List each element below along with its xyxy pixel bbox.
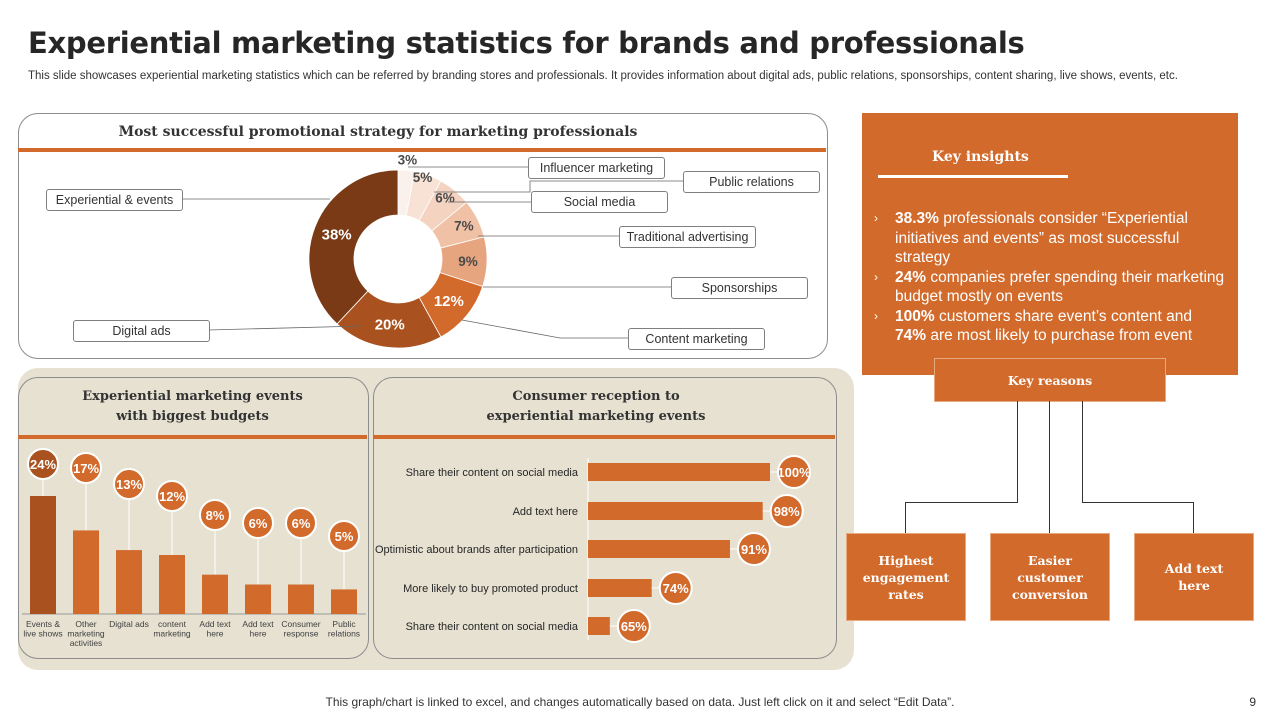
budget-chart-title-line1: Experiential marketing events <box>82 389 303 404</box>
insight-value: 74% <box>895 327 927 344</box>
insight-value: 24% <box>895 268 927 286</box>
reason-box: Highest engagement rates <box>846 533 966 621</box>
donut-callout-label: Traditional advertising <box>619 226 756 248</box>
donut-callout-label: Social media <box>531 191 668 213</box>
donut-callout-label: Sponsorships <box>671 277 808 299</box>
reason-box: Easier customer conversion <box>990 533 1110 621</box>
insight-text: are most likely to purchase from event <box>926 327 1193 344</box>
insight-text: professionals consider “Experiential ini… <box>895 210 1188 266</box>
insight-item: › 100% customers share event’s content a… <box>874 307 1238 346</box>
insight-item: › 24% companies prefer spending their ma… <box>874 268 1238 307</box>
chevron-right-icon: › <box>874 269 878 284</box>
key-insights-rule <box>878 175 1068 178</box>
footer-note: This graph/chart is linked to excel, and… <box>325 695 955 709</box>
key-insights-panel: Key insights › 38.3% professionals consi… <box>862 113 1238 375</box>
connector-line <box>905 502 1018 503</box>
reason-box: Add text here <box>1134 533 1254 621</box>
donut-title-rule <box>18 148 826 152</box>
budget-chart-title-line2: with biggest budgets <box>116 409 269 424</box>
donut-callout-label: Influencer marketing <box>528 157 665 179</box>
page-number: 9 <box>1249 695 1256 709</box>
chevron-right-icon: › <box>874 211 878 225</box>
page-subtitle: This slide showcases experiential market… <box>28 70 1178 82</box>
insight-value: 38.3% <box>895 210 939 227</box>
reason-label: Highest engagement rates <box>862 552 950 602</box>
reason-label: Easier customer conversion <box>1011 552 1089 602</box>
donut-callout-label: Digital ads <box>73 320 210 342</box>
connector-line <box>1082 401 1083 503</box>
reception-chart-title-line2: experiential marketing events <box>486 409 706 424</box>
connector-line <box>905 502 906 533</box>
donut-callout-label: Experiential & events <box>46 189 183 211</box>
insight-text: customers share event’s content and <box>934 307 1192 325</box>
reason-label: Add text here <box>1164 561 1224 593</box>
connector-line <box>1082 502 1194 503</box>
connector-line <box>1049 401 1050 533</box>
donut-callout-label: Public relations <box>683 171 820 193</box>
page-title: Experiential marketing statistics for br… <box>28 26 1025 60</box>
donut-callout-label: Content marketing <box>628 328 765 350</box>
reception-title-rule <box>373 435 835 439</box>
donut-chart-title: Most successful promotional strategy for… <box>118 124 638 140</box>
insight-text: companies prefer spending their marketin… <box>895 268 1225 306</box>
connector-line <box>1193 502 1194 533</box>
insight-item: › 38.3% professionals consider “Experien… <box>874 209 1238 268</box>
budget-title-rule <box>18 435 367 439</box>
key-insights-list: › 38.3% professionals consider “Experien… <box>874 209 1238 346</box>
connector-line <box>1017 401 1018 503</box>
insight-value: 100% <box>895 307 935 325</box>
chevron-right-icon: › <box>874 308 878 323</box>
key-insights-title: Key insights <box>932 149 1029 165</box>
key-reasons-box: Key reasons <box>934 358 1166 402</box>
reception-chart-title-line1: Consumer reception to <box>512 389 680 404</box>
